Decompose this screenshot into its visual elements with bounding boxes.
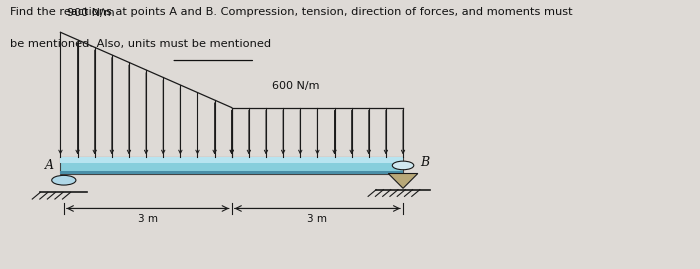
Text: B: B (420, 156, 429, 169)
Text: 900 N/m: 900 N/m (67, 8, 115, 18)
Text: Find the reactions at points A and B. Compression, tension, direction of forces,: Find the reactions at points A and B. Co… (10, 7, 573, 17)
Text: 600 N/m: 600 N/m (272, 82, 320, 91)
Text: be mentioned. Also, units must be mentioned: be mentioned. Also, units must be mentio… (10, 39, 271, 49)
Text: 3 m: 3 m (307, 214, 328, 224)
Circle shape (52, 175, 76, 185)
Text: 3 m: 3 m (138, 214, 158, 224)
Polygon shape (389, 174, 418, 188)
Circle shape (392, 161, 414, 170)
Bar (60, 157, 403, 174)
Bar (60, 157, 403, 163)
Bar (60, 171, 403, 174)
Text: A: A (45, 159, 54, 172)
